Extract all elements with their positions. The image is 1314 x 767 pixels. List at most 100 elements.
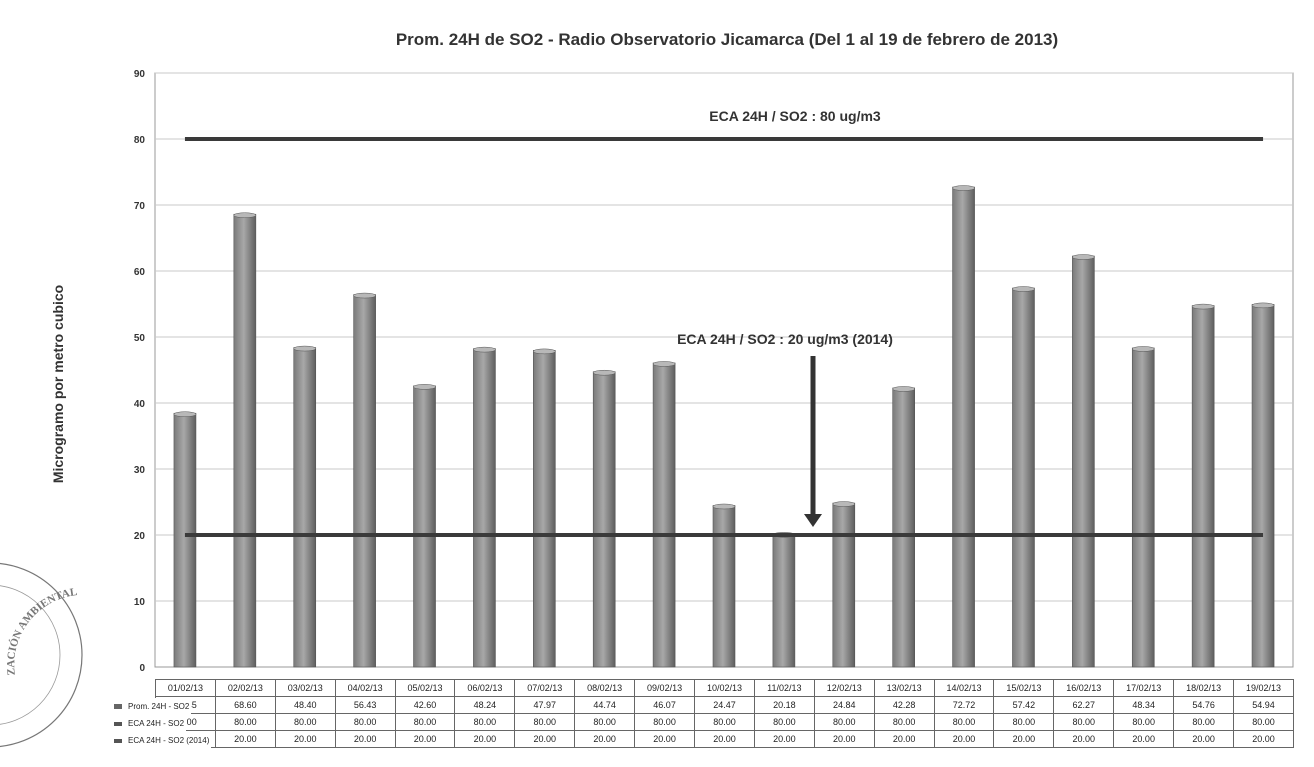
data-label: 80.00: [454, 713, 516, 731]
bar: [952, 186, 975, 668]
data-label: 20.00: [694, 730, 755, 748]
data-label: 20.00: [634, 730, 696, 748]
chart-plot: 0 10 20 30 40 50 60 70 80 90 ECA 24H / SO2 : 80 ug…: [134, 69, 1294, 674]
data-label: 80.00: [394, 713, 456, 731]
y-tick-label: 80: [134, 135, 146, 146]
data-label: 20.00: [454, 730, 516, 748]
bar: [413, 385, 436, 668]
data-label: 20.00: [1113, 730, 1175, 748]
bar: [1131, 347, 1155, 668]
legend-entry: [112, 732, 155, 749]
x-tick-label: 19/02/13: [1233, 679, 1294, 697]
bar-top-cap: [173, 411, 197, 417]
data-label: 20.00: [334, 730, 396, 748]
bar-top-cap: [533, 348, 556, 355]
y-tick-label: 40: [134, 399, 146, 410]
data-label: 20.00: [993, 730, 1055, 748]
bar-top-cap: [712, 503, 736, 510]
y-tick-label: 30: [134, 465, 146, 476]
x-tick-label: 18/02/13: [1173, 679, 1235, 697]
bar-top-cap: [1072, 254, 1095, 260]
annotation-arrow-head: [804, 514, 822, 527]
x-tick-label: 08/02/13: [574, 679, 636, 697]
bar: [533, 350, 556, 668]
data-label: 80.00: [753, 713, 815, 731]
data-label: 44.74: [574, 696, 636, 714]
data-label: 20.00: [1233, 730, 1294, 748]
x-tick-label: 11/02/13: [753, 679, 815, 697]
data-label: 80.00: [514, 713, 576, 731]
annotation-eca-20: ECA 24H / SO2 : 20 ug/m3 (2014): [677, 331, 893, 347]
bar: [1191, 305, 1215, 668]
x-tick-label: 01/02/13: [155, 679, 216, 697]
data-label: 80.00: [214, 713, 276, 731]
bar-top-cap: [1251, 302, 1275, 309]
bar: [712, 505, 736, 668]
y-tick-label: 60: [134, 267, 146, 278]
data-label: 62.27: [1053, 696, 1115, 714]
bar: [652, 362, 676, 668]
x-tick-label: 05/02/13: [394, 679, 456, 697]
y-tick-label: 0: [139, 663, 145, 674]
data-label: 80.00: [274, 713, 336, 731]
bar-top-cap: [832, 501, 856, 507]
chart-title: Prom. 24H de SO2 - Radio Observatorio Ji…: [395, 30, 1059, 49]
bar: [473, 348, 496, 668]
x-tick-label: 04/02/13: [334, 679, 396, 697]
table-row: 20.00 20.00 20.00 20.00 20.00 20.00 20.00 20.00…: [155, 730, 1294, 748]
bar-top-cap: [592, 369, 616, 376]
data-label: 20.00: [753, 730, 815, 748]
x-tick-label: 17/02/13: [1113, 679, 1175, 697]
bar: [173, 412, 197, 668]
bar: [892, 387, 915, 668]
svg-text:ZACIÓN AMBIENTAL: ZACIÓN AMBIENTAL: [5, 586, 78, 676]
data-label: 20.18: [753, 696, 815, 714]
data-label: 46.07: [634, 696, 696, 714]
bar-top-cap: [652, 361, 676, 367]
data-label: 56.43: [334, 696, 396, 714]
data-label: 72.72: [933, 696, 995, 714]
legend-label: Prom. 24H - SO2: [126, 698, 192, 715]
annotation-eca-80: ECA 24H / SO2 : 80 ug/m3: [709, 108, 881, 124]
bar-top-cap: [952, 185, 975, 191]
bar-top-cap: [892, 386, 915, 392]
data-label: 20.00: [574, 730, 636, 748]
data-label: 80.00: [694, 713, 755, 731]
data-label: 20.00: [873, 730, 935, 748]
bar-top-cap: [233, 212, 257, 218]
data-label: 80.00: [1173, 713, 1235, 731]
data-label: 47.97: [514, 696, 576, 714]
table-row: 80.00 80.00 80.00 80.00 80.00 80.00 80.00 80.00…: [155, 713, 1294, 731]
data-label: 80.00: [574, 713, 636, 731]
data-label: 57.42: [993, 696, 1055, 714]
data-label: 42.60: [394, 696, 456, 714]
data-label: 48.24: [454, 696, 516, 714]
data-label: 24.84: [813, 696, 875, 714]
legend-swatch: [114, 738, 122, 743]
data-label: 20.00: [214, 730, 276, 748]
table-header-row: 01/02/13 02/02/13 03/02/13 04/02/13 05/02/13…: [155, 679, 1294, 697]
bar: [1012, 287, 1035, 668]
y-tick-label: 70: [134, 201, 146, 212]
data-label: 80.00: [634, 713, 696, 731]
data-label: 20.00: [813, 730, 875, 748]
bar-top-cap: [293, 345, 316, 352]
data-label: 80.00: [873, 713, 935, 731]
x-tick-label: 03/02/13: [274, 679, 336, 697]
data-label: 54.94: [1233, 696, 1294, 714]
bar: [353, 294, 376, 668]
data-label: 48.34: [1113, 696, 1175, 714]
y-tick-label: 10: [134, 597, 146, 608]
data-label: 80.00: [993, 713, 1055, 731]
x-tick-label: 06/02/13: [454, 679, 516, 697]
bar-top-cap: [1012, 286, 1035, 292]
bar-top-cap: [413, 384, 436, 390]
data-label: 80.00: [334, 713, 396, 731]
data-table: 01/02/13 02/02/13 03/02/13 04/02/13 05/02/13…: [155, 679, 1294, 748]
bar-top-cap: [1132, 346, 1155, 352]
x-tick-label: 15/02/13: [993, 679, 1055, 697]
data-label: 20.00: [933, 730, 995, 748]
x-tick-label: 02/02/13: [214, 679, 276, 697]
legend-swatch: [114, 704, 122, 710]
data-label: 54.76: [1173, 696, 1235, 714]
